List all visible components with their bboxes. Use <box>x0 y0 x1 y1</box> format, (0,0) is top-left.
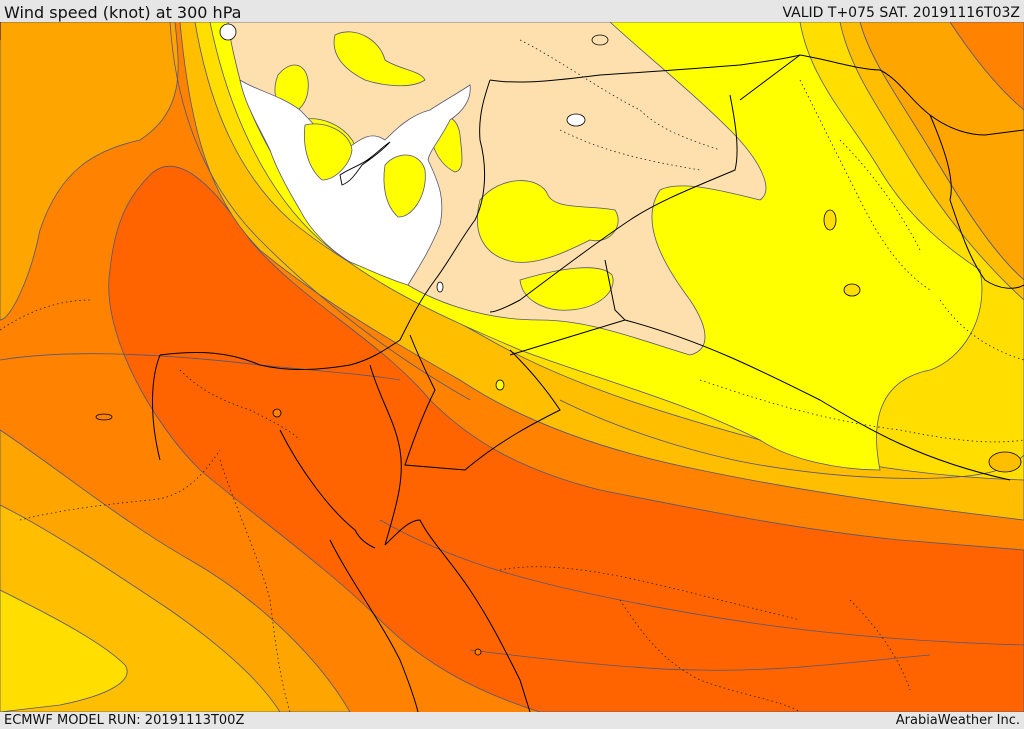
country-borders <box>0 22 1024 712</box>
isotachs <box>0 22 1024 671</box>
lake-8 <box>272 408 282 418</box>
blob-yellow-7 <box>519 267 614 311</box>
island-cyprus <box>339 141 391 186</box>
lake-7 <box>436 281 444 293</box>
blob-yellow-6 <box>477 180 619 263</box>
blob-yellow-in-calm <box>383 154 426 218</box>
field-orange-light-west <box>0 22 179 321</box>
model-run: ECMWF MODEL RUN: 20191113T00Z <box>4 713 245 728</box>
credit: ArabiaWeather Inc. <box>895 713 1020 728</box>
lake-5 <box>495 379 505 391</box>
lake-2 <box>823 209 837 231</box>
province-borders <box>0 39 1024 712</box>
field-orange-dark-core <box>108 165 1024 712</box>
wind-speed-map[interactable] <box>0 22 1024 712</box>
valid-time: VALID T+075 SAT. 20191116T03Z <box>782 5 1020 21</box>
blob-yellow-1 <box>333 31 426 87</box>
field-gold-sw <box>0 589 128 712</box>
lake-9 <box>474 648 482 656</box>
header-bar: Wind speed (knot) at 300 hPa VALID T+075… <box>0 0 1024 22</box>
map-title: Wind speed (knot) at 300 hPa <box>4 3 242 22</box>
lake-3 <box>843 283 861 297</box>
lake-4 <box>95 413 113 421</box>
lake-11 <box>591 34 609 46</box>
lake-10 <box>219 23 237 41</box>
lake-1 <box>566 113 586 127</box>
footer-bar: ECMWF MODEL RUN: 20191113T00Z ArabiaWeat… <box>0 712 1024 729</box>
blob-yellow-in-calm-2 <box>303 123 353 181</box>
lake-6 <box>988 451 1022 473</box>
